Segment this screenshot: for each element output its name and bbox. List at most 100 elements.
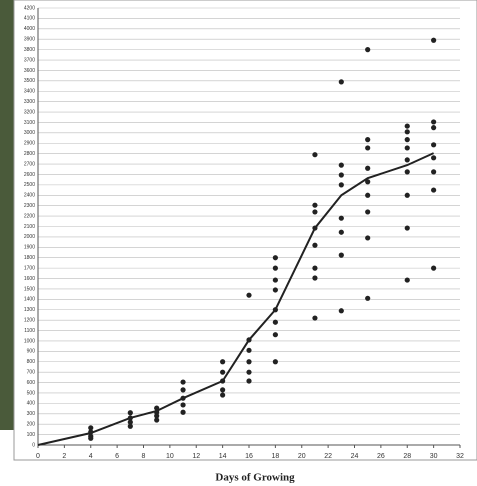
y-tick-label: 1600 (24, 276, 35, 282)
data-point (88, 429, 94, 435)
chart-frame (13, 0, 477, 461)
data-point (154, 405, 160, 411)
data-point (338, 229, 344, 235)
x-tick-label: 4 (89, 453, 93, 460)
y-tick-label: 3100 (24, 120, 35, 126)
data-point (365, 137, 371, 143)
y-tick-label: 1800 (24, 255, 35, 261)
data-point (246, 359, 252, 365)
data-point (338, 79, 344, 85)
y-tick-label: 2500 (24, 182, 35, 188)
y-tick-label: 1000 (24, 338, 35, 344)
data-point (365, 235, 371, 241)
data-point (154, 409, 160, 415)
y-tick-label: 1200 (24, 317, 35, 323)
y-tick-label: 3800 (24, 47, 35, 53)
data-point (272, 307, 278, 313)
x-tick-label: 2 (62, 453, 66, 460)
x-tick-label: 32 (456, 453, 464, 460)
background-photo-strip (0, 0, 14, 430)
y-tick-label: 600 (27, 380, 36, 386)
y-tick-label: 700 (27, 369, 36, 375)
data-point (272, 277, 278, 283)
y-tick-label: 2200 (24, 213, 35, 219)
y-tick-label: 500 (27, 390, 36, 396)
x-tick-label: 0 (36, 453, 40, 460)
x-tick-label: 12 (192, 453, 200, 460)
data-point (431, 265, 437, 271)
x-tick-label: 26 (377, 453, 385, 460)
data-point (127, 415, 133, 421)
x-tick-label: 8 (142, 453, 146, 460)
y-tick-label: 0 (32, 442, 35, 448)
data-point (404, 169, 410, 175)
data-point (338, 252, 344, 258)
y-tick-label: 3000 (24, 130, 35, 136)
data-point (312, 202, 318, 208)
data-point (127, 410, 133, 416)
y-tick-label: 3900 (24, 37, 35, 43)
data-point (338, 182, 344, 188)
data-point (431, 187, 437, 193)
y-tick-label: 4000 (24, 26, 35, 32)
data-point (180, 402, 186, 408)
y-tick-label: 3500 (24, 78, 35, 84)
data-point (338, 215, 344, 221)
data-point (365, 145, 371, 151)
data-point (272, 359, 278, 365)
x-tick-label: 24 (351, 453, 359, 460)
y-tick-label: 800 (27, 359, 36, 365)
data-point (180, 409, 186, 415)
data-point (431, 169, 437, 175)
data-point (246, 369, 252, 375)
data-point (220, 378, 226, 384)
y-tick-label: 2700 (24, 161, 35, 167)
data-point (272, 255, 278, 261)
data-point (312, 152, 318, 158)
data-point (431, 142, 437, 148)
data-point (272, 265, 278, 271)
data-point (365, 165, 371, 171)
y-tick-label: 100 (27, 432, 36, 438)
x-tick-label: 18 (271, 453, 279, 460)
data-point (127, 419, 133, 425)
data-point (404, 225, 410, 231)
data-point (246, 378, 252, 384)
data-point (404, 192, 410, 198)
y-tick-label: 3300 (24, 99, 35, 105)
y-tick-label: 2600 (24, 172, 35, 178)
data-point (88, 435, 94, 441)
data-point (312, 242, 318, 248)
y-tick-label: 3400 (24, 89, 35, 95)
y-tick-label: 1100 (24, 328, 35, 334)
data-point (312, 315, 318, 321)
y-tick-label: 200 (27, 422, 36, 428)
data-point (431, 37, 437, 43)
y-tick-label: 1400 (24, 297, 35, 303)
data-point (365, 209, 371, 215)
data-point (365, 179, 371, 185)
data-point (220, 369, 226, 375)
data-point (180, 395, 186, 401)
data-point (88, 425, 94, 431)
data-point (404, 157, 410, 163)
data-point (220, 392, 226, 398)
data-point (338, 162, 344, 168)
data-point (312, 275, 318, 281)
y-tick-label: 4200 (24, 5, 35, 11)
data-point (404, 123, 410, 129)
data-point (154, 413, 160, 419)
y-tick-label: 3700 (24, 57, 35, 63)
data-point (338, 308, 344, 314)
data-point (272, 332, 278, 338)
x-tick-label: 28 (403, 453, 411, 460)
x-tick-label: 10 (166, 453, 174, 460)
data-point (312, 265, 318, 271)
y-tick-label: 3200 (24, 109, 35, 115)
data-point (404, 145, 410, 151)
y-tick-label: 900 (27, 349, 36, 355)
data-point (220, 359, 226, 365)
y-tick-label: 300 (27, 411, 36, 417)
data-point (272, 319, 278, 325)
x-tick-label: 6 (115, 453, 119, 460)
